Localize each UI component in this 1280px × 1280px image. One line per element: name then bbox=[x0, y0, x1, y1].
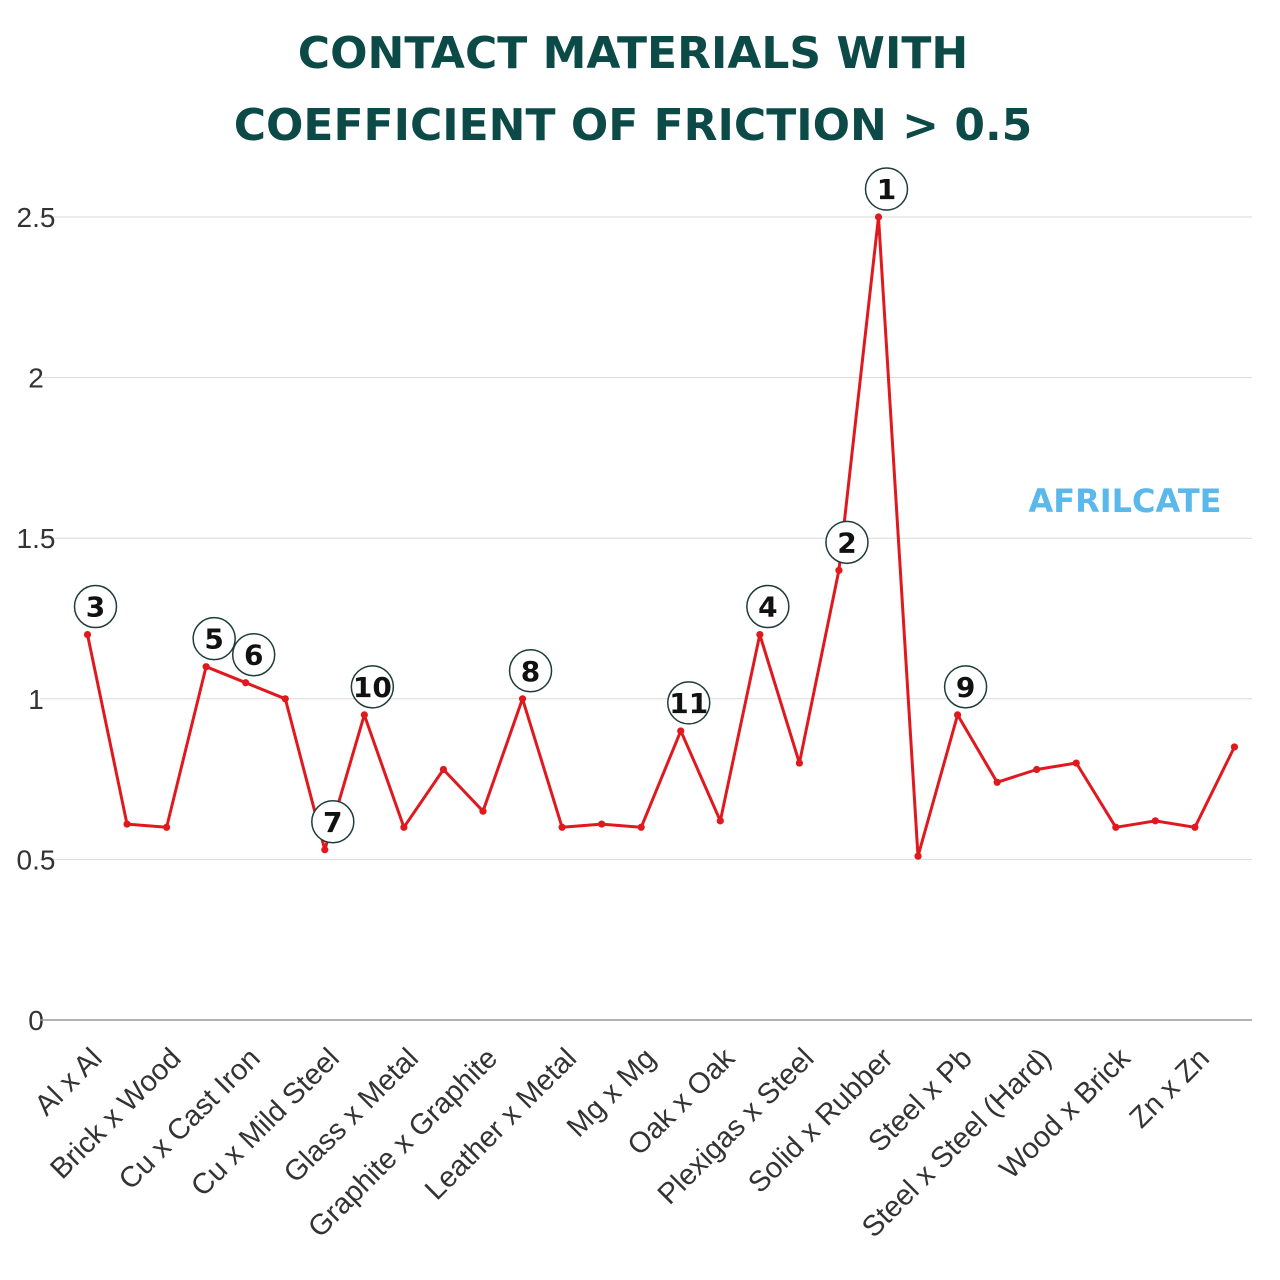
rank-badge-circle bbox=[350, 665, 395, 709]
rank-label-9: 9 bbox=[943, 665, 988, 709]
rank-number: 8 bbox=[521, 655, 540, 688]
y-tick-label: 0.5 bbox=[17, 844, 56, 875]
y-axis-ticks: 0 0.5 1 1.5 2 2.5 bbox=[17, 202, 56, 1036]
data-point bbox=[835, 566, 843, 574]
rank-badge-circle bbox=[192, 616, 236, 661]
rank-label-4: 4 bbox=[746, 584, 790, 629]
rank-number: 3 bbox=[86, 591, 105, 624]
rank-number: 7 bbox=[323, 806, 342, 839]
rank-label-5: 5 bbox=[192, 616, 236, 661]
data-point bbox=[1230, 743, 1239, 751]
data-point bbox=[1072, 759, 1080, 767]
data-point bbox=[1151, 817, 1159, 825]
rank-label-7: 7 bbox=[311, 800, 355, 844]
data-point bbox=[914, 852, 922, 860]
x-tick-label: Solid x Rubber bbox=[742, 1042, 899, 1199]
data-point bbox=[756, 630, 764, 639]
rank-badge-circle bbox=[311, 800, 355, 844]
rank-label-8: 8 bbox=[508, 649, 553, 693]
y-tick-label: 1 bbox=[28, 684, 44, 715]
y-tick-label: 2 bbox=[28, 363, 44, 394]
watermark-brand: AFRILCATE bbox=[1028, 482, 1221, 520]
rank-label-11: 11 bbox=[667, 681, 711, 725]
data-point bbox=[1191, 823, 1199, 831]
data-point bbox=[439, 765, 448, 774]
y-tick-label: 0 bbox=[28, 1005, 44, 1036]
rank-number: 4 bbox=[758, 591, 777, 624]
data-point bbox=[637, 823, 645, 831]
rank-badge-circle bbox=[667, 681, 711, 725]
rank-labels: 1 2 3 4 5 6 7 8 9 10 11 bbox=[73, 167, 988, 844]
rank-badge-circle bbox=[825, 520, 869, 565]
data-point bbox=[202, 663, 210, 671]
x-tick-label: Cu x Cast Iron bbox=[113, 1042, 267, 1196]
data-point bbox=[242, 679, 250, 687]
data-point bbox=[993, 778, 1001, 786]
rank-badge-circle bbox=[943, 665, 988, 709]
data-point bbox=[83, 630, 92, 639]
rank-label-10: 10 bbox=[350, 665, 395, 709]
rank-number: 2 bbox=[837, 526, 856, 559]
x-tick-label: Zn x Zn bbox=[1124, 1042, 1216, 1134]
y-tick-label: 2.5 bbox=[17, 202, 56, 233]
chart-title-line-2: COEFFICIENT OF FRICTION > 0.5 bbox=[234, 100, 1033, 151]
rank-badge-circle bbox=[864, 167, 909, 211]
data-point bbox=[677, 727, 685, 735]
chart-title-line-1: CONTACT MATERIALS WITH bbox=[298, 28, 968, 79]
rank-label-6: 6 bbox=[231, 632, 276, 677]
data-point bbox=[954, 711, 962, 719]
data-point bbox=[518, 695, 527, 703]
data-point bbox=[400, 823, 408, 831]
rank-number: 6 bbox=[244, 639, 263, 672]
data-point bbox=[321, 846, 329, 854]
data-point bbox=[163, 823, 171, 831]
data-point bbox=[558, 823, 566, 831]
rank-number: 5 bbox=[204, 623, 223, 656]
rank-number: 1 bbox=[877, 173, 896, 206]
data-point bbox=[716, 817, 724, 825]
data-point bbox=[479, 807, 487, 815]
data-point bbox=[1112, 823, 1120, 831]
data-point bbox=[795, 759, 804, 767]
y-tick-label: 1.5 bbox=[17, 523, 56, 554]
data-point bbox=[874, 213, 883, 221]
data-point bbox=[1033, 765, 1041, 774]
gridlines bbox=[40, 216, 1252, 860]
series-friction bbox=[83, 213, 1239, 860]
rank-badge-circle bbox=[746, 584, 790, 629]
rank-number: 10 bbox=[353, 671, 392, 704]
rank-badge-circle bbox=[508, 649, 553, 693]
rank-badge-circle bbox=[231, 632, 276, 677]
data-point bbox=[281, 695, 289, 703]
rank-label-3: 3 bbox=[73, 584, 118, 629]
data-point bbox=[598, 820, 606, 828]
data-point bbox=[123, 820, 131, 828]
rank-label-2: 2 bbox=[825, 520, 869, 565]
rank-badge-circle bbox=[73, 584, 118, 629]
rank-number: 9 bbox=[956, 671, 975, 704]
series-line bbox=[86, 215, 1236, 858]
rank-number: 11 bbox=[669, 687, 708, 720]
data-point bbox=[360, 711, 368, 719]
rank-label-1: 1 bbox=[864, 167, 909, 211]
